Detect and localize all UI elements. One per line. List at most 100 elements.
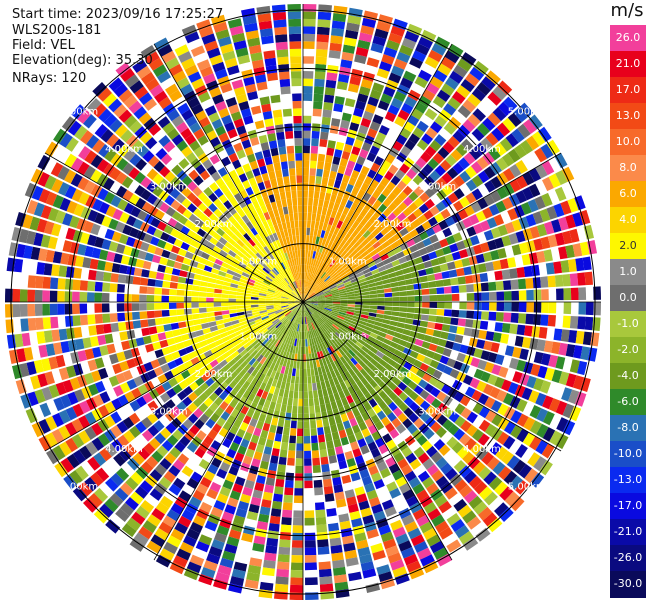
ppi-gate [319, 139, 327, 147]
ppi-gate [303, 175, 309, 183]
ppi-gate [214, 298, 222, 302]
range-ring-label: 5.00km [60, 106, 98, 117]
ppi-gate [278, 184, 285, 192]
ppi-gate [141, 269, 150, 277]
ppi-gate [570, 273, 579, 286]
ppi-gate [303, 11, 316, 19]
ppi-gate [577, 272, 586, 285]
elevation-label: Elevation(deg): 35.30 [12, 53, 153, 68]
ppi-gate [434, 323, 442, 330]
ppi-gate [119, 331, 128, 340]
ppi-gate [489, 292, 497, 301]
ppi-gate [267, 530, 279, 539]
ppi-gate [328, 140, 336, 149]
ppi-gate [221, 303, 229, 307]
ppi-gate [276, 569, 289, 577]
ppi-gate [265, 58, 277, 67]
ppi-gate [284, 487, 293, 495]
ppi-gate [281, 161, 288, 169]
ppi-gate [96, 271, 105, 281]
ppi-gate [80, 315, 88, 326]
ppi-gate [442, 324, 451, 332]
ppi-gate [283, 495, 293, 503]
ppi-gate [214, 311, 222, 316]
ppi-gate [405, 318, 413, 324]
ppi-gate [288, 161, 295, 169]
ppi-gate [42, 290, 50, 302]
ppi-gate [317, 539, 329, 547]
ppi-gate [304, 436, 310, 444]
ppi-gate [236, 309, 244, 313]
ppi-gate [295, 466, 303, 474]
ppi-gate [272, 155, 280, 164]
ppi-gate [430, 295, 438, 301]
ppi-gate [331, 164, 339, 173]
range-ring-label: 2.00km [195, 369, 233, 380]
ppi-gate [298, 250, 301, 258]
ppi-gate [436, 287, 444, 294]
ppi-gate [309, 398, 314, 406]
ppi-gate [291, 570, 303, 578]
ppi-gate [88, 325, 97, 336]
ppi-gate [335, 415, 342, 424]
ppi-gate [362, 305, 370, 308]
ppi-gate [315, 375, 320, 383]
ppi-gate [316, 382, 321, 390]
ppi-gate [417, 333, 426, 340]
ppi-gate [478, 330, 487, 339]
ppi-gate [208, 317, 216, 323]
colorbar-tick-label: 6.0 [610, 187, 646, 200]
ppi-gate [199, 303, 207, 308]
range-ring-label: 5.00km [60, 482, 98, 493]
ppi-gate [325, 493, 335, 502]
ppi-gate [294, 213, 298, 221]
ppi-gate [191, 297, 199, 302]
ppi-gate [147, 287, 155, 294]
ppi-gate [511, 279, 519, 289]
ppi-gate [277, 139, 285, 147]
ppi-gate [287, 153, 294, 161]
colorbar-tick-label: -21.0 [610, 525, 646, 538]
ppi-gate [266, 538, 278, 547]
ppi-gate [50, 317, 58, 329]
ppi-gate [292, 93, 301, 101]
ppi-gate [283, 502, 293, 510]
ppi-gate [313, 390, 318, 398]
ppi-gate [273, 494, 283, 503]
ppi-gate [263, 492, 273, 501]
ppi-gate [264, 446, 272, 455]
ppi-gate [312, 458, 320, 466]
ppi-gate [406, 313, 414, 319]
ppi-gate [291, 421, 297, 429]
ppi-gate [57, 291, 65, 302]
ppi-gate [433, 330, 442, 338]
ppi-gate [50, 277, 58, 289]
ppi-gate [288, 19, 301, 27]
ppi-gate [170, 316, 178, 323]
ppi-gate [385, 302, 393, 306]
ppi-gate [309, 183, 315, 191]
ppi-gate [370, 294, 378, 298]
ppi-gate [324, 95, 334, 104]
ppi-gate [291, 190, 297, 198]
ppi-gate [280, 532, 291, 540]
ppi-gate [319, 561, 331, 569]
ppi-gate [444, 294, 452, 301]
ppi-gate [345, 98, 356, 107]
ppi-gate [411, 271, 420, 278]
ppi-gate [314, 398, 320, 406]
instrument-label: WLS200s-181 [12, 23, 101, 38]
ppi-gate [140, 320, 148, 328]
ppi-gate [40, 403, 52, 417]
ppi-gate [310, 421, 316, 429]
range-ring-label: 1.00km [329, 332, 367, 343]
ppi-gate [556, 288, 564, 300]
ppi-gate [51, 330, 60, 342]
ppi-gate [303, 183, 308, 191]
ppi-gate [292, 368, 296, 376]
ppi-gate [324, 486, 334, 495]
ppi-gate [158, 332, 167, 340]
ppi-gate [200, 318, 208, 324]
ppi-gate [284, 184, 290, 192]
ppi-gate [539, 327, 548, 339]
